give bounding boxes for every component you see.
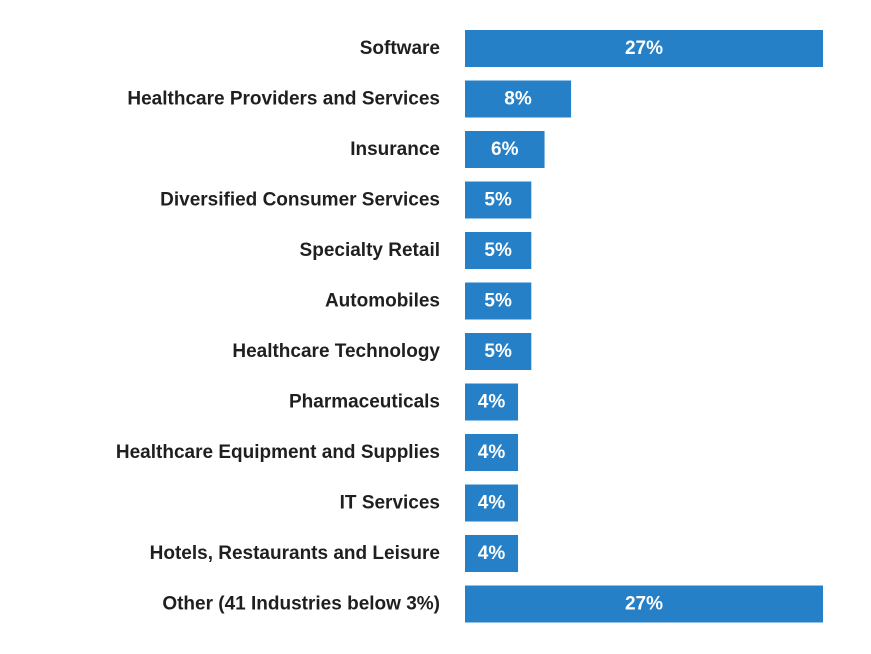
category-label-2: Insurance bbox=[350, 139, 440, 160]
value-label-1: 8% bbox=[504, 89, 532, 110]
bar-0 bbox=[465, 30, 823, 67]
value-label-4: 5% bbox=[484, 240, 512, 261]
bar-6 bbox=[465, 333, 532, 370]
bar-4 bbox=[465, 232, 532, 269]
category-label-11: Other (41 Industries below 3%) bbox=[162, 594, 440, 615]
bar-8 bbox=[465, 434, 519, 471]
category-label-7: Pharmaceuticals bbox=[289, 392, 440, 413]
category-label-1: Healthcare Providers and Services bbox=[127, 89, 440, 110]
bar-9 bbox=[465, 484, 519, 522]
category-label-10: Hotels, Restaurants and Leisure bbox=[150, 543, 440, 564]
category-label-8: Healthcare Equipment and Supplies bbox=[116, 442, 440, 463]
category-label-5: Automobiles bbox=[325, 291, 440, 312]
bar-5 bbox=[465, 282, 532, 320]
value-label-11: 27% bbox=[625, 594, 663, 615]
value-label-8: 4% bbox=[478, 442, 506, 463]
value-label-9: 4% bbox=[478, 493, 506, 514]
value-label-6: 5% bbox=[484, 341, 512, 362]
bar-1 bbox=[465, 80, 572, 118]
value-label-5: 5% bbox=[484, 291, 512, 312]
bar-10 bbox=[465, 535, 519, 572]
category-label-6: Healthcare Technology bbox=[232, 341, 440, 362]
bar-2 bbox=[465, 131, 545, 168]
category-label-4: Specialty Retail bbox=[300, 240, 440, 261]
value-label-2: 6% bbox=[491, 139, 519, 160]
value-label-10: 4% bbox=[478, 543, 506, 564]
value-label-0: 27% bbox=[625, 38, 663, 59]
bar-3 bbox=[465, 181, 532, 219]
bar-7 bbox=[465, 383, 519, 421]
category-label-9: IT Services bbox=[340, 493, 440, 514]
category-label-0: Software bbox=[360, 38, 440, 59]
value-label-7: 4% bbox=[478, 392, 506, 413]
bar-11 bbox=[465, 585, 823, 623]
value-label-3: 5% bbox=[484, 190, 512, 211]
category-label-3: Diversified Consumer Services bbox=[160, 190, 440, 211]
